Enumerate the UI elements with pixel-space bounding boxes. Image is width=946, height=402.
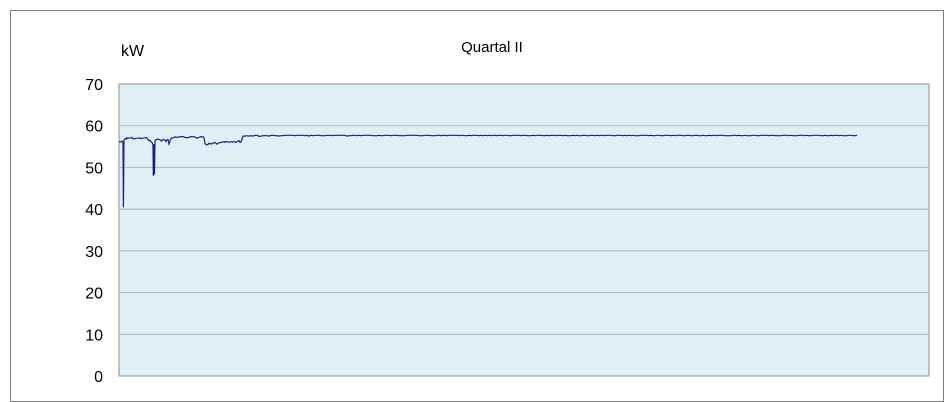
y-tick-labels: 0 10 20 30 40 50 60 70 (85, 77, 103, 386)
y-tick-label-50: 50 (85, 160, 103, 177)
y-axis-label: kW (121, 43, 145, 60)
chart-title: Quartal II (461, 39, 523, 56)
plot-area (118, 83, 930, 377)
y-tick-label-30: 30 (85, 244, 103, 261)
grid-lines (119, 125, 929, 335)
y-tick-label-40: 40 (85, 202, 103, 219)
y-tick-label-10: 10 (85, 327, 103, 344)
y-tick-label-60: 60 (85, 119, 103, 136)
y-tick-label-20: 20 (85, 286, 103, 303)
y-tick-label-0: 0 (94, 369, 103, 386)
y-tick-label-70: 70 (85, 77, 103, 94)
series-line (118, 134, 858, 208)
